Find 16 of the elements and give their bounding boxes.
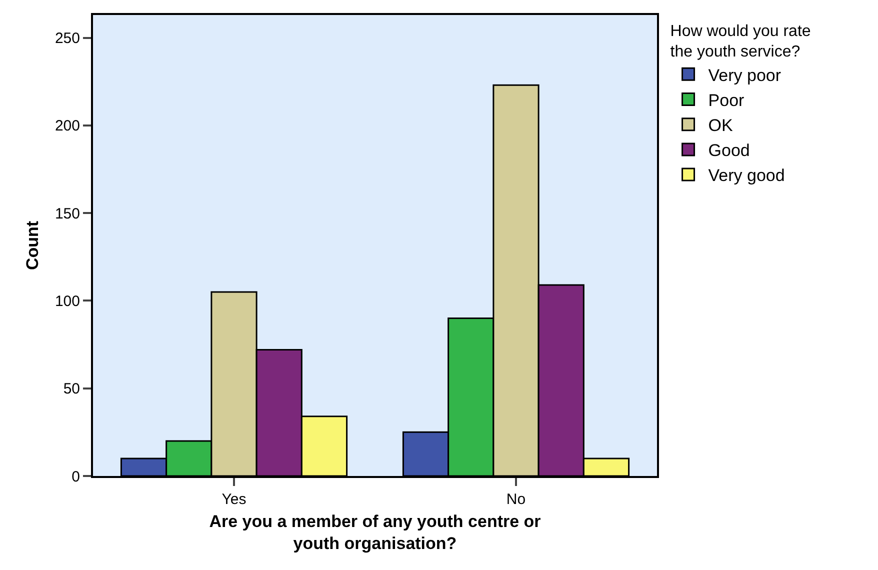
y-axis-title: Count	[23, 220, 42, 270]
y-tick-label: 200	[54, 118, 80, 135]
legend-label: Very poor	[708, 66, 782, 85]
legend-label: Very good	[708, 166, 785, 186]
legend-label: OK	[708, 116, 734, 135]
y-tick-label: 50	[63, 380, 80, 398]
x-tick-label: Yes	[222, 491, 246, 508]
y-tick-label: 250	[54, 30, 80, 48]
x-tick-label: No	[506, 491, 526, 508]
legend-label: Poor	[708, 90, 745, 110]
y-tick-label: 0	[72, 468, 80, 486]
y-tick-label: 150	[54, 205, 80, 222]
y-tick-label: 100	[54, 292, 80, 310]
x-axis-title: Are you a member of any youth centre or youth organisation?	[209, 512, 542, 553]
legend-label: Good	[708, 141, 750, 160]
legend-title: How would you rate the youth service?	[670, 22, 811, 61]
